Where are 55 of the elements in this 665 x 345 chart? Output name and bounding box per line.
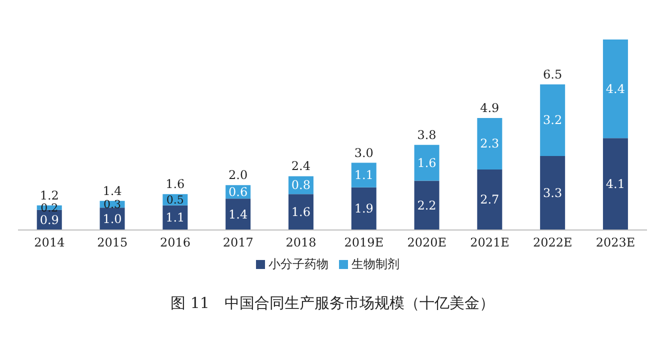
x-tick-label: 2016: [160, 236, 191, 250]
total-label: 2.0: [228, 168, 248, 182]
total-label: 4.9: [480, 100, 500, 115]
data-label: 4.1: [606, 177, 626, 192]
data-label: 2.3: [480, 136, 500, 151]
bar: [288, 194, 314, 230]
data-label: 4.4: [606, 82, 626, 96]
bar: [226, 198, 251, 230]
data-label: 1.6: [417, 156, 436, 170]
data-label: 1.1: [354, 168, 374, 182]
data-label: 0.6: [228, 184, 248, 199]
total-label: 1.4: [102, 184, 122, 198]
legend-label: 生物制剂: [352, 257, 400, 271]
bar: [351, 187, 376, 230]
data-label: 3.2: [543, 113, 562, 128]
total-label: 6.5: [543, 67, 562, 82]
x-tick-label: 2020E: [407, 236, 447, 250]
total-label: 1.6: [166, 177, 185, 192]
total-label: 2.4: [291, 159, 311, 174]
x-tick-label: 2017: [222, 236, 254, 250]
x-tick-label: 2022E: [532, 236, 572, 250]
total-label: 3.0: [354, 146, 374, 160]
x-tick-label: 2018: [286, 236, 316, 250]
x-tick-label: 2015: [97, 236, 128, 250]
data-label: 1.6: [291, 205, 311, 220]
x-tick-label: 2019E: [344, 236, 384, 250]
data-label: 1.9: [354, 202, 374, 216]
x-tick-label: 2023E: [596, 236, 636, 250]
text: 图 11 中国合同生产服务市场规模（十亿美金）: [170, 294, 496, 313]
bar: [162, 205, 188, 230]
data-label: 1.1: [166, 210, 185, 225]
data-label: 1.4: [228, 207, 248, 222]
data-label: 3.3: [543, 186, 562, 200]
bar: [602, 138, 628, 230]
bar: [477, 169, 502, 230]
x-tick-label: 2014: [34, 236, 66, 250]
bar: [414, 180, 440, 230]
legend-label: 小分子药物: [268, 257, 328, 271]
bar: [540, 156, 566, 230]
data-label: 0.2: [40, 202, 58, 215]
bar: [414, 144, 440, 181]
bar: [540, 84, 566, 156]
data-label: 0.9: [40, 212, 59, 227]
data-label: 0.5: [166, 194, 184, 207]
bar: [477, 118, 502, 170]
bar: [351, 162, 376, 188]
bar: [602, 40, 628, 138]
total-label: 1.2: [40, 188, 59, 202]
data-label: 2.2: [417, 198, 436, 212]
total-label: 3.8: [417, 128, 436, 142]
data-label: 1.0: [102, 212, 122, 226]
data-label: 2.7: [480, 192, 500, 207]
x-tick-label: 2021E: [470, 236, 510, 250]
data-label: 0.3: [104, 198, 122, 212]
data-label: 0.8: [291, 178, 311, 192]
